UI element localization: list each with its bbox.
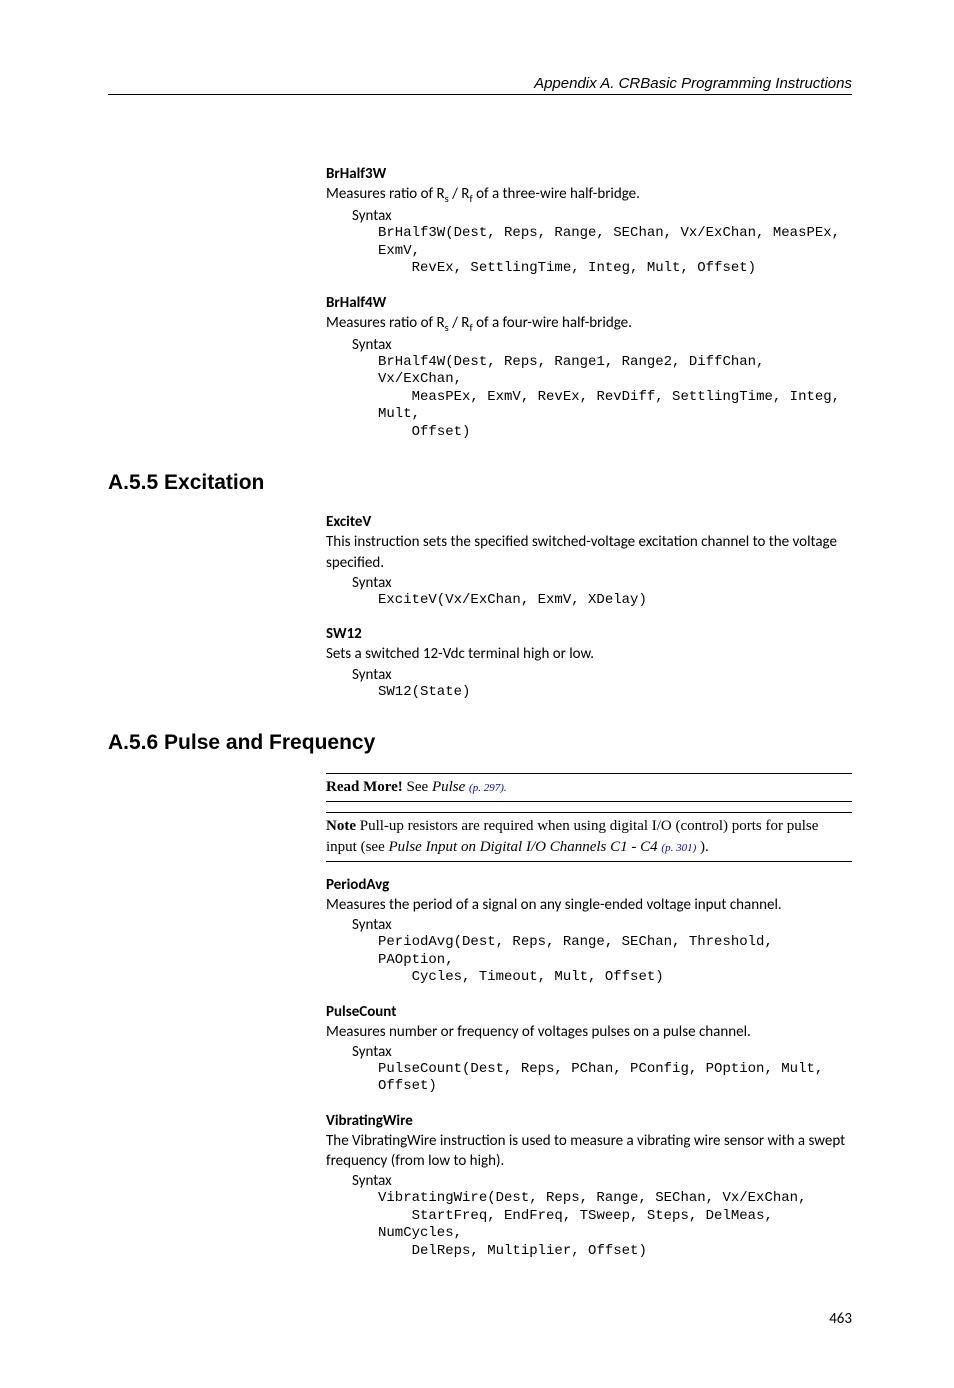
read-more-lead: Read More! bbox=[326, 779, 403, 795]
syntax-code: VibratingWire(Dest, Reps, Range, SEChan,… bbox=[378, 1190, 852, 1260]
syntax-label: Syntax bbox=[352, 574, 852, 592]
instruction-description: Measures the period of a signal on any s… bbox=[326, 895, 852, 915]
instruction-title: PulseCount bbox=[326, 1003, 852, 1021]
section-body: ExciteVThis instruction sets the specifi… bbox=[326, 513, 852, 701]
note-pageref[interactable]: (p. 301) bbox=[661, 842, 696, 854]
note-box: Note Pull-up resistors are required when… bbox=[326, 812, 852, 862]
instruction-title: VibratingWire bbox=[326, 1112, 852, 1130]
read-more-italic: Pulse bbox=[432, 779, 469, 795]
instruction-title: PeriodAvg bbox=[326, 876, 852, 894]
section-heading: A.5.6 Pulse and Frequency bbox=[108, 731, 852, 755]
instruction-description: Measures ratio of Rs / Rf of a three-wir… bbox=[326, 184, 852, 206]
page-header: Appendix A. CRBasic Programming Instruct… bbox=[108, 75, 852, 95]
syntax-code: PeriodAvg(Dest, Reps, Range, SEChan, Thr… bbox=[378, 934, 852, 987]
read-more-text: See bbox=[403, 779, 432, 795]
read-more-box: Read More! See Pulse (p. 297). bbox=[326, 773, 852, 802]
section-body: Read More! See Pulse (p. 297). Note Pull-… bbox=[326, 773, 852, 1260]
syntax-code: BrHalf3W(Dest, Reps, Range, SEChan, Vx/E… bbox=[378, 225, 852, 278]
syntax-label: Syntax bbox=[352, 207, 852, 225]
instruction-title: BrHalf3W bbox=[326, 165, 852, 183]
content: BrHalf3WMeasures ratio of Rs / Rf of a t… bbox=[108, 165, 852, 1260]
instruction-title: ExciteV bbox=[326, 513, 852, 531]
syntax-label: Syntax bbox=[352, 336, 852, 354]
read-more-pageref[interactable]: (p. 297) bbox=[469, 782, 504, 794]
instruction-description: The VibratingWire instruction is used to… bbox=[326, 1131, 852, 1172]
syntax-code: ExciteV(Vx/ExChan, ExmV, XDelay) bbox=[378, 592, 852, 610]
note-italic: Pulse Input on Digital I/O Channels C1 -… bbox=[388, 839, 661, 855]
instruction-description: Measures number or frequency of voltages… bbox=[326, 1022, 852, 1042]
instruction-description: This instruction sets the specified swit… bbox=[326, 532, 852, 573]
syntax-code: PulseCount(Dest, Reps, PChan, PConfig, P… bbox=[378, 1061, 852, 1096]
syntax-label: Syntax bbox=[352, 916, 852, 934]
read-more-after: . bbox=[504, 782, 507, 794]
section-heading: A.5.5 Excitation bbox=[108, 471, 852, 495]
note-after: ). bbox=[696, 839, 709, 855]
instruction-title: SW12 bbox=[326, 625, 852, 643]
syntax-label: Syntax bbox=[352, 1043, 852, 1061]
page: Appendix A. CRBasic Programming Instruct… bbox=[0, 0, 954, 1388]
instruction-description: Sets a switched 12-Vdc terminal high or … bbox=[326, 644, 852, 664]
syntax-code: BrHalf4W(Dest, Reps, Range1, Range2, Dif… bbox=[378, 354, 852, 442]
syntax-code: SW12(State) bbox=[378, 684, 852, 702]
syntax-label: Syntax bbox=[352, 666, 852, 684]
page-number: 463 bbox=[108, 1310, 852, 1328]
section-body: BrHalf3WMeasures ratio of Rs / Rf of a t… bbox=[326, 165, 852, 441]
syntax-label: Syntax bbox=[352, 1172, 852, 1190]
instruction-title: BrHalf4W bbox=[326, 294, 852, 312]
note-lead: Note bbox=[326, 818, 356, 834]
instruction-description: Measures ratio of Rs / Rf of a four-wire… bbox=[326, 313, 852, 335]
